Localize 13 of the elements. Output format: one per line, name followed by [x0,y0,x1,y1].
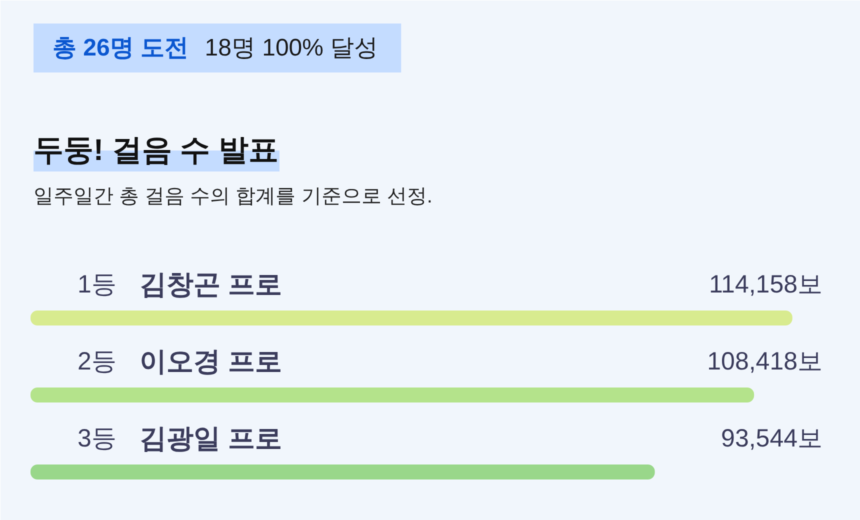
annotation: 3등 [78,424,116,452]
annotation: 1등 [78,270,116,298]
chart-subtitle: 일주일간 총 걸음 수의 합계를 기준으로 선정. [34,186,432,208]
text: 총 26명 도전 [52,34,189,62]
chart-title: 두둥! 걸음 수 발표 [34,134,278,167]
y-tick-label: 이오경 프로 [140,346,282,376]
y-tick-label: 김창곤 프로 [140,270,282,300]
text: 18명 100% 달성 [204,34,378,62]
data-label: 114,158보 [708,270,822,298]
annotation: 2등 [78,348,116,376]
y-tick-label: 김광일 프로 [140,424,282,454]
data-label: 93,544보 [721,424,823,452]
data-label: 108,418보 [707,348,823,376]
